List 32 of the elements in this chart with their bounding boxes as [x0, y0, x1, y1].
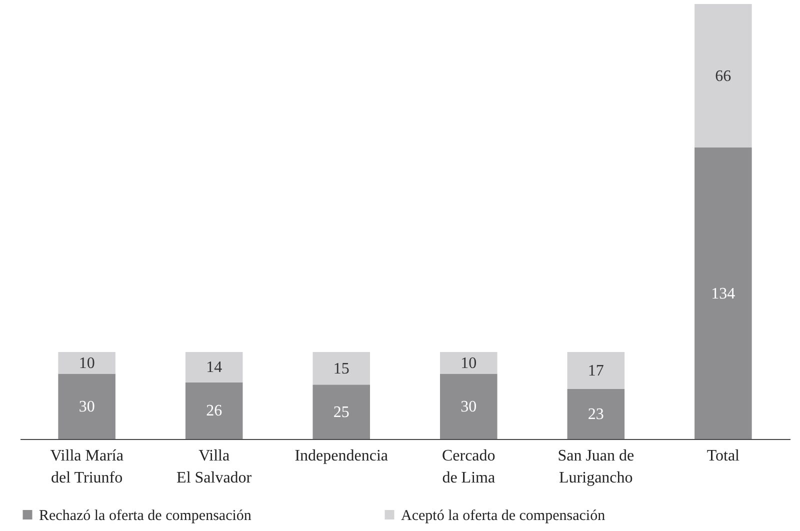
bar — [58, 352, 116, 374]
data-label: 23 — [588, 406, 604, 423]
data-label: 26 — [206, 402, 222, 420]
data-label: 15 — [333, 360, 350, 378]
data-label: 134 — [711, 285, 736, 302]
x-tick-label: Cercado de Lima — [442, 448, 496, 486]
data-label: 10 — [460, 354, 477, 372]
bar — [58, 374, 116, 439]
data-label: 25 — [333, 404, 350, 421]
legend-label: Aceptó la oferta de compensación — [401, 508, 606, 524]
data-label: 14 — [206, 359, 222, 376]
data-label: 17 — [588, 362, 604, 380]
data-label: 30 — [78, 398, 95, 416]
data-label: 10 — [78, 354, 95, 372]
data-label: 30 — [460, 398, 477, 416]
x-tick-label: San Juan de Lurigancho — [558, 448, 634, 486]
bar — [185, 382, 243, 439]
x-tick-label: Total — [706, 448, 740, 464]
x-tick-label: Villa María del Triunfo — [50, 448, 124, 486]
bar — [694, 148, 752, 439]
data-label: 66 — [715, 68, 732, 85]
bar — [567, 388, 625, 439]
bar — [440, 374, 498, 439]
bar — [440, 352, 498, 374]
bar — [185, 352, 243, 382]
bar — [312, 384, 370, 439]
x-tick-label: Independencia — [294, 448, 388, 464]
bar — [567, 352, 625, 389]
x-tick-label: Villa El Salvador — [176, 448, 252, 486]
bar — [694, 4, 752, 148]
legend-label: Rechazó la oferta de compensación — [39, 508, 252, 524]
bar — [312, 352, 370, 385]
